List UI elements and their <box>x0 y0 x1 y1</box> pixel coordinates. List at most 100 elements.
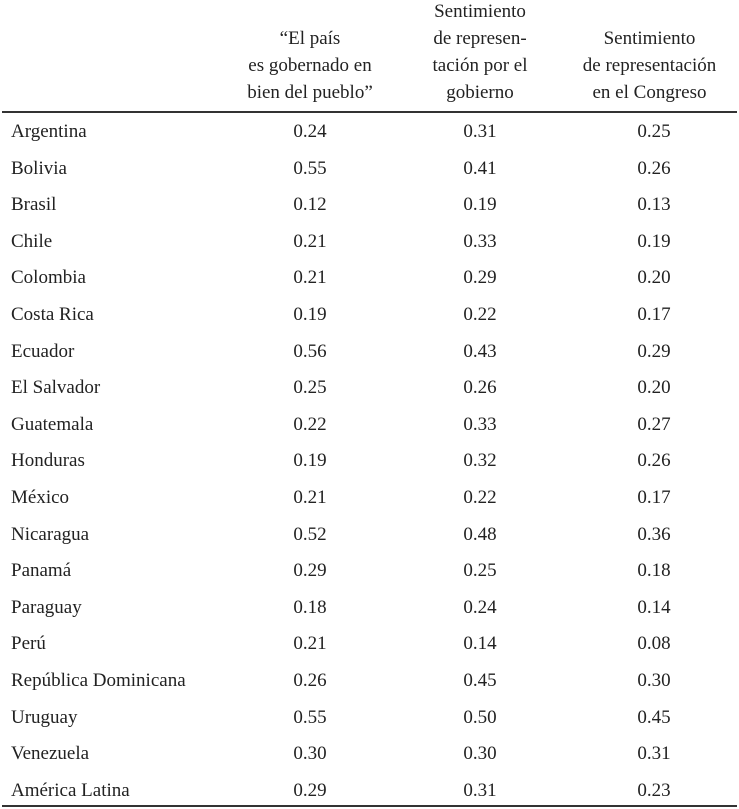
gobernado-bien-pueblo-cell: 0.29 <box>293 560 327 582</box>
representacion-gobierno-cell: 0.32 <box>463 450 497 472</box>
country-cell: Panamá <box>11 560 72 582</box>
table-row: El Salvador 0.25 0.26 0.20 <box>0 370 739 407</box>
representacion-congreso-cell: 0.31 <box>637 743 671 765</box>
table-row: Guatemala 0.22 0.33 0.27 <box>0 407 739 444</box>
country-cell: Argentina <box>11 121 87 142</box>
gobernado-bien-pueblo-cell: 0.18 <box>293 596 327 618</box>
table-row: República Dominicana 0.26 0.45 0.30 <box>0 663 739 700</box>
representacion-congreso-cell: 0.23 <box>637 779 671 801</box>
country-cell: Colombia <box>11 267 86 289</box>
country-cell: Nicaragua <box>11 523 90 545</box>
column-header-representacion-gobierno: Sentimiento de represen- tación por el g… <box>432 1 528 103</box>
gobernado-bien-pueblo-cell: 0.29 <box>293 779 327 801</box>
representacion-gobierno-cell: 0.31 <box>463 779 497 801</box>
representacion-congreso-cell: 0.20 <box>637 267 671 289</box>
gobernado-bien-pueblo-cell: 0.55 <box>293 706 327 728</box>
representacion-congreso-cell: 0.26 <box>637 157 671 179</box>
country-cell: México <box>11 486 70 508</box>
representacion-congreso-cell: 0.17 <box>637 486 671 508</box>
gobernado-bien-pueblo-cell: 0.21 <box>293 267 327 289</box>
table-row: Uruguay 0.55 0.50 0.45 <box>0 700 739 737</box>
country-cell: Perú <box>11 633 46 655</box>
representacion-gobierno-cell: 0.45 <box>463 669 497 691</box>
table-row: Panamá 0.29 0.25 0.18 <box>0 553 739 590</box>
gobernado-bien-pueblo-cell: 0.19 <box>293 303 327 325</box>
representacion-gobierno-cell: 0.29 <box>463 267 497 289</box>
country-cell: Costa Rica <box>11 303 94 325</box>
country-cell: Bolivia <box>11 157 67 179</box>
table-body: Argentina 0.24 0.31 0.25 Bolivia 0.55 0.41 0.26… <box>0 114 739 809</box>
gobernado-bien-pueblo-cell: 0.55 <box>293 157 327 179</box>
representacion-gobierno-cell: 0.50 <box>463 706 497 728</box>
table-row: Perú 0.21 0.14 0.08 <box>0 626 739 663</box>
representacion-gobierno-cell: 0.30 <box>463 743 497 765</box>
representacion-congreso-cell: 0.30 <box>637 669 671 691</box>
gobernado-bien-pueblo-cell: 0.56 <box>293 340 327 362</box>
representacion-gobierno-cell: 0.26 <box>463 377 497 399</box>
table-header: “El país es gobernado en bien del pueblo… <box>0 0 739 110</box>
column-header-representacion-congreso: Sentimiento de representación en el Cong… <box>582 28 717 103</box>
table-row: Paraguay 0.18 0.24 0.14 <box>0 590 739 627</box>
representacion-congreso-cell: 0.19 <box>637 230 671 252</box>
representacion-congreso-cell: 0.14 <box>637 596 671 618</box>
country-cell: República Dominicana <box>11 669 186 691</box>
gobernado-bien-pueblo-cell: 0.24 <box>293 121 327 142</box>
table-row: Nicaragua 0.52 0.48 0.36 <box>0 517 739 554</box>
country-cell: Uruguay <box>11 706 78 728</box>
representacion-congreso-cell: 0.26 <box>637 450 671 472</box>
country-cell: América Latina <box>11 779 130 801</box>
country-cell: Honduras <box>11 450 85 472</box>
representacion-congreso-cell: 0.20 <box>637 377 671 399</box>
gobernado-bien-pueblo-cell: 0.30 <box>293 743 327 765</box>
representacion-gobierno-cell: 0.19 <box>463 194 497 216</box>
representacion-gobierno-cell: 0.33 <box>463 413 497 435</box>
table-row: México 0.21 0.22 0.17 <box>0 480 739 517</box>
table-row: Honduras 0.19 0.32 0.26 <box>0 443 739 480</box>
table-row: Ecuador 0.56 0.43 0.29 <box>0 334 739 371</box>
gobernado-bien-pueblo-cell: 0.21 <box>293 633 327 655</box>
representacion-gobierno-cell: 0.41 <box>463 157 497 179</box>
country-cell: Chile <box>11 230 53 252</box>
gobernado-bien-pueblo-cell: 0.21 <box>293 486 327 508</box>
country-cell: Venezuela <box>11 743 90 765</box>
header-rule <box>2 111 737 113</box>
representacion-gobierno-cell: 0.31 <box>463 121 497 142</box>
table-row: Bolivia 0.55 0.41 0.26 <box>0 151 739 188</box>
gobernado-bien-pueblo-cell: 0.26 <box>293 669 327 691</box>
gobernado-bien-pueblo-cell: 0.22 <box>293 413 327 435</box>
representacion-gobierno-cell: 0.33 <box>463 230 497 252</box>
gobernado-bien-pueblo-cell: 0.25 <box>293 377 327 399</box>
country-cell: Guatemala <box>11 413 94 435</box>
table-row: América Latina 0.29 0.31 0.23 <box>0 773 739 809</box>
country-cell: Brasil <box>11 194 57 216</box>
table-row: Colombia 0.21 0.29 0.20 <box>0 260 739 297</box>
table-row: Argentina 0.24 0.31 0.25 <box>0 114 739 151</box>
representacion-congreso-cell: 0.18 <box>637 560 671 582</box>
representacion-gobierno-cell: 0.14 <box>463 633 497 655</box>
table-row: Chile 0.21 0.33 0.19 <box>0 224 739 261</box>
representacion-gobierno-cell: 0.25 <box>463 560 497 582</box>
gobernado-bien-pueblo-cell: 0.12 <box>293 194 327 216</box>
table-row: Brasil 0.12 0.19 0.13 <box>0 187 739 224</box>
representacion-congreso-cell: 0.08 <box>637 633 671 655</box>
representacion-congreso-cell: 0.17 <box>637 303 671 325</box>
gobernado-bien-pueblo-cell: 0.19 <box>293 450 327 472</box>
representacion-gobierno-cell: 0.22 <box>463 486 497 508</box>
representacion-gobierno-cell: 0.24 <box>463 596 497 618</box>
bottom-rule <box>2 805 737 807</box>
country-cell: El Salvador <box>11 377 101 399</box>
representacion-congreso-cell: 0.27 <box>637 413 671 435</box>
column-header-gobernado-bien-pueblo: “El país es gobernado en bien del pueblo… <box>247 28 373 103</box>
representacion-gobierno-cell: 0.43 <box>463 340 497 362</box>
representacion-congreso-cell: 0.45 <box>637 706 671 728</box>
representacion-congreso-cell: 0.36 <box>637 523 671 545</box>
country-cell: Paraguay <box>11 596 82 618</box>
gobernado-bien-pueblo-cell: 0.21 <box>293 230 327 252</box>
representacion-congreso-cell: 0.13 <box>637 194 671 216</box>
representacion-congreso-cell: 0.25 <box>637 121 671 142</box>
gobernado-bien-pueblo-cell: 0.52 <box>293 523 327 545</box>
representacion-congreso-cell: 0.29 <box>637 340 671 362</box>
table-row: Venezuela 0.30 0.30 0.31 <box>0 736 739 773</box>
representacion-gobierno-cell: 0.22 <box>463 303 497 325</box>
